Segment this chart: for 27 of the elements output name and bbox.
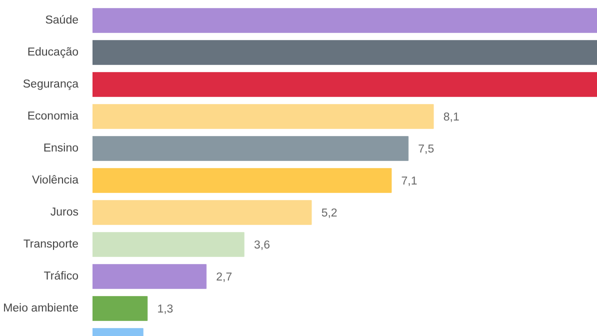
y-tick-label: Tráfico (44, 270, 79, 282)
y-tick-label: Saúde (45, 14, 79, 26)
bar (92, 136, 409, 161)
bar (92, 168, 392, 193)
data-label: 1,3 (157, 304, 174, 316)
bar (92, 264, 207, 289)
bar (92, 40, 597, 65)
y-tick-label: Transporte (23, 238, 79, 250)
y-tick-label: Educação (27, 46, 79, 58)
y-tick-label: Ensino (43, 142, 79, 154)
bar (92, 72, 597, 97)
y-tick-label: Juros (50, 206, 79, 218)
y-tick-label: Violência (32, 174, 80, 186)
y-tick-label: Segurança (22, 78, 80, 90)
data-label: 7,5 (418, 144, 434, 156)
bar (92, 296, 148, 321)
bar (92, 8, 597, 33)
y-tick-label: Economia (27, 110, 80, 122)
y-tick-label: Meio ambiente (3, 302, 79, 314)
data-label: 5,2 (321, 208, 338, 220)
bar (92, 104, 434, 129)
bar (92, 200, 312, 225)
data-label: 8,1 (443, 112, 460, 124)
bar (92, 232, 244, 257)
data-label: 7,1 (401, 176, 418, 188)
data-label: 2,7 (216, 272, 232, 284)
data-label: 3,6 (254, 240, 270, 252)
